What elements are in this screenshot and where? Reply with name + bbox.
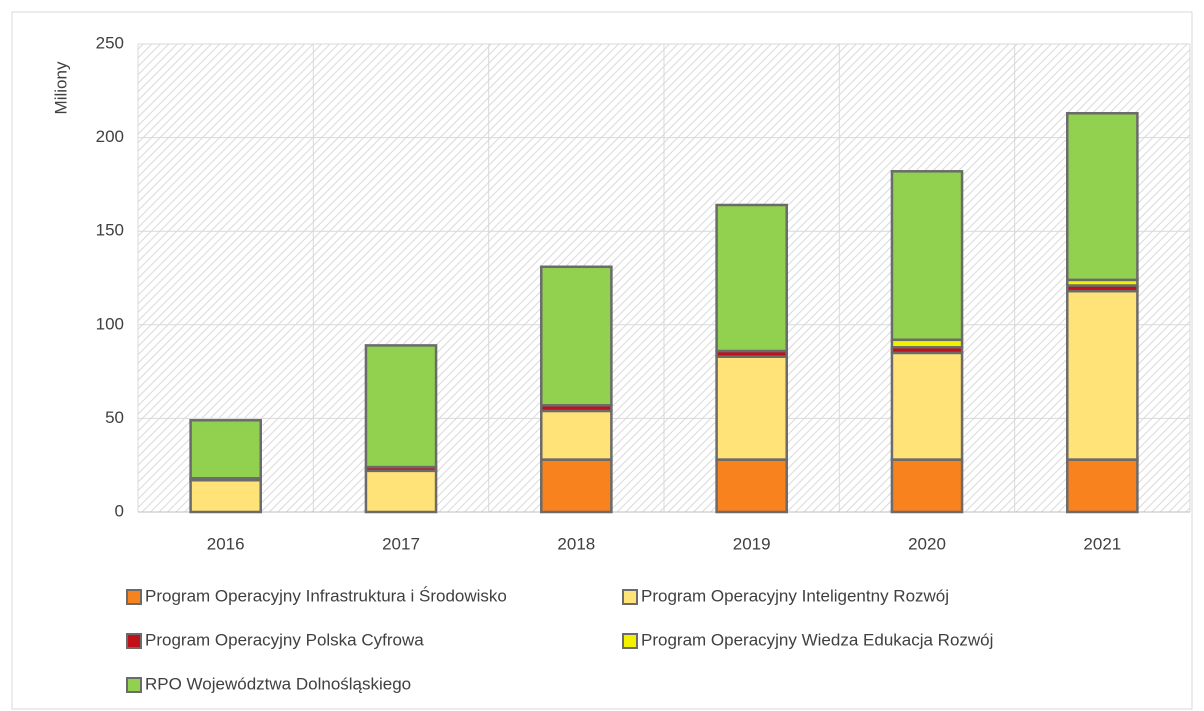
x-tick-label: 2021 bbox=[1083, 534, 1121, 553]
y-tick-label: 100 bbox=[96, 314, 124, 333]
y-tick-label: 0 bbox=[115, 501, 124, 520]
bar-segment bbox=[1066, 289, 1139, 461]
bar-segment bbox=[189, 478, 262, 514]
bar-segment bbox=[540, 409, 613, 461]
legend-label: Program Operacyjny Inteligentny Rozwój bbox=[641, 586, 949, 605]
bar-segment bbox=[715, 355, 788, 461]
bar-segment bbox=[890, 458, 964, 514]
bar-segment bbox=[540, 265, 613, 407]
bar-segment bbox=[890, 351, 964, 461]
bar-segment bbox=[890, 170, 964, 342]
x-tick-label: 2020 bbox=[908, 534, 946, 553]
bar-segment bbox=[1066, 112, 1139, 282]
x-tick-label: 2019 bbox=[733, 534, 771, 553]
legend-swatch bbox=[126, 589, 142, 605]
x-tick-label: 2016 bbox=[207, 534, 245, 553]
y-tick-label: 50 bbox=[105, 408, 124, 427]
bar-segment bbox=[189, 419, 262, 480]
y-tick-label: 200 bbox=[96, 127, 124, 146]
bar-segment bbox=[715, 203, 788, 353]
y-axis-label: Miliony bbox=[51, 61, 70, 114]
bar-segment bbox=[540, 458, 613, 514]
legend-swatch bbox=[126, 677, 142, 693]
bar-segment bbox=[1066, 458, 1139, 514]
bar-segment bbox=[364, 469, 438, 514]
bar-segment bbox=[715, 458, 788, 514]
legend-label: Program Operacyjny Infrastruktura i Środ… bbox=[145, 586, 507, 605]
x-tick-label: 2018 bbox=[557, 534, 595, 553]
legend: Program Operacyjny Infrastruktura i Środ… bbox=[126, 586, 993, 693]
legend-swatch bbox=[126, 633, 142, 649]
legend-swatch bbox=[622, 589, 638, 605]
y-tick-label: 250 bbox=[96, 33, 124, 52]
legend-label: Program Operacyjny Polska Cyfrowa bbox=[145, 630, 424, 649]
y-tick-label: 150 bbox=[96, 221, 124, 240]
x-tick-label: 2017 bbox=[382, 534, 420, 553]
legend-label: Program Operacyjny Wiedza Edukacja Rozwó… bbox=[641, 630, 993, 649]
bar-segment bbox=[364, 344, 438, 469]
legend-label: RPO Województwa Dolnośląskiego bbox=[145, 674, 411, 693]
legend-swatch bbox=[622, 633, 638, 649]
